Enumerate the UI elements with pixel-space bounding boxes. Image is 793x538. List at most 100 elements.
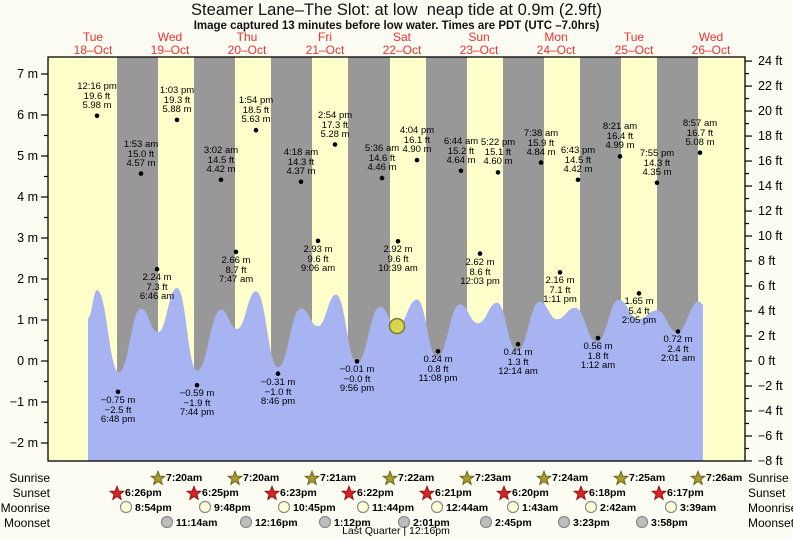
page-title: Steamer Lane–The Slot: at low neap tide … (191, 1, 602, 19)
tide-event-dot (138, 171, 144, 176)
moonset-circle-icon (479, 515, 493, 534)
row-label-moonset: Moonset (3, 516, 50, 530)
feet-tick-label: 12 ft (758, 204, 783, 218)
high-tide-label: 1:54 pm 18.5 ft 5.63 m (238, 95, 274, 126)
sunset-time: 6:21pm (435, 487, 472, 499)
moonset-circle-icon (318, 515, 332, 534)
moonrise-time: 9:48pm (214, 502, 251, 514)
feet-tick-label: 20 ft (758, 104, 783, 118)
feet-tick-label: −4 ft (758, 404, 783, 418)
sunset-star-icon (572, 484, 590, 506)
moonrise-time: 8:54pm (135, 502, 172, 514)
feet-tick-label: 18 ft (758, 129, 783, 143)
moonrise-circle-icon (506, 500, 520, 519)
sunrise-star-icon (612, 469, 630, 491)
sunrise-time: 7:23am (475, 472, 512, 484)
day-label: Tue 18–Oct (73, 30, 113, 57)
feet-tick-label: −8 ft (758, 454, 783, 468)
high-tide-label: 5:22 pm 15.1 ft 4.60 m (480, 137, 516, 168)
meters-tick-label: 0 m (17, 354, 38, 368)
tide-event-dot (354, 359, 360, 364)
sunrise-time: 7:26am (706, 472, 743, 484)
row-label-moonset: Moonset (748, 516, 793, 530)
moonset-time: 3:23pm (573, 517, 610, 529)
high-tide-label: 4:04 pm 16.1 ft 4.90 m (399, 125, 435, 156)
sunset-time: 6:23pm (280, 487, 317, 499)
low-tide-label: −0.01 m −0.0 ft 9:56 pm (339, 364, 375, 395)
sunset-star-icon (418, 484, 436, 506)
feet-tick-label: 2 ft (758, 329, 776, 343)
tide-event-dot (557, 270, 563, 275)
tide-event-dot (515, 341, 521, 347)
sunrise-time: 7:20am (243, 472, 280, 484)
moonset-circle-icon (160, 515, 174, 534)
sunset-star-icon (650, 484, 668, 506)
moonrise-time: 1:43am (522, 502, 559, 514)
high-tide-label: 8:21 am 16.4 ft 4.99 m (602, 121, 638, 152)
sunrise-time: 7:20am (166, 472, 203, 484)
low-tide-label: −0.31 m −1.0 ft 8:46 pm (260, 377, 296, 408)
high-tide-label: 7:38 am 15.9 ft 4.84 m (523, 128, 559, 159)
day-label: Sun 23–Oct (459, 30, 499, 57)
tide-event-dot (233, 249, 239, 255)
moonset-time: 3:58pm (651, 517, 688, 529)
high-tide-label: 6:43 pm 14.5 ft 4.42 m (560, 145, 596, 176)
tide-event-dot (654, 180, 660, 185)
high-tide-label: 3:02 am 14.5 ft 4.42 m (203, 145, 239, 176)
meters-tick-label: 5 m (17, 149, 38, 163)
low-tide-label: 0.56 m 1.8 ft 1:12 am (580, 341, 616, 372)
high-tide-label: 7:55 pm 14.3 ft 4.35 m (639, 148, 675, 179)
sunrise-time: 7:21am (320, 472, 357, 484)
high-tide-label: 2:54 pm 17.3 ft 5.28 m (317, 110, 353, 141)
low-tide-label: 2.92 m 9.6 ft 10:39 am (378, 244, 418, 275)
day-label: Fri 21–Oct (305, 30, 345, 57)
feet-tick-label: 24 ft (758, 54, 783, 68)
feet-tick-label: 22 ft (758, 79, 783, 93)
day-label: Thu 20–Oct (227, 30, 267, 57)
sunset-time: 6:20pm (512, 487, 549, 499)
tide-event-dot (414, 157, 420, 163)
feet-tick-label: 10 ft (758, 229, 783, 243)
low-tide-label: 2.66 m 8.7 ft 7:47 am (218, 255, 254, 286)
moonrise-circle-icon (584, 500, 598, 519)
high-tide-label: 5:36 am 14.6 ft 4.46 m (364, 143, 400, 174)
sunset-star-icon (108, 484, 126, 506)
tide-event-dot (395, 239, 401, 244)
moonset-circle-icon (635, 515, 649, 534)
moonrise-time: 3:39am (680, 502, 717, 514)
tide-event-dot (174, 117, 180, 123)
feet-tick-label: 0 ft (758, 354, 776, 368)
tide-event-dot (315, 238, 321, 244)
low-tide-label: 2.24 m 7.3 ft 6:46 am (139, 272, 175, 303)
moonset-time: 12:16pm (255, 517, 298, 529)
feet-tick-label: 4 ft (758, 304, 776, 318)
meters-tick-label: 4 m (17, 190, 38, 204)
sunrise-star-icon (303, 469, 321, 491)
row-label-moonrise: Moonrise (0, 501, 50, 515)
sunset-star-icon (340, 484, 358, 506)
tide-event-dot (275, 371, 281, 377)
low-tide-label: −0.75 m −2.5 ft 6:48 pm (100, 395, 136, 426)
feet-tick-label: 16 ft (758, 154, 783, 168)
tide-event-dot (253, 127, 259, 133)
low-tide-label: 0.24 m 0.8 ft 11:08 pm (418, 354, 458, 385)
moonset-time: 2:45pm (495, 517, 532, 529)
moonrise-time: 10:45pm (293, 502, 336, 514)
sunset-time: 6:26pm (125, 487, 162, 499)
high-tide-label: 12:16 pm 19.6 ft 5.98 m (77, 81, 117, 112)
sunset-time: 6:17pm (667, 487, 704, 499)
low-tide-label: 2.62 m 8.6 ft 12:03 pm (460, 257, 500, 288)
moonrise-circle-icon (430, 500, 444, 519)
moonset-time: 11:14am (176, 517, 218, 529)
sunrise-star-icon (689, 469, 707, 491)
tide-event-dot (435, 348, 441, 354)
moonset-time: 2:01pm (413, 517, 450, 529)
day-label: Tue 25–Oct (614, 30, 654, 57)
sunset-star-icon (495, 484, 513, 506)
tide-event-dot (675, 329, 681, 334)
chart-subtitle: Image captured 13 minutes before low wat… (193, 20, 600, 32)
feet-tick-label: −2 ft (758, 379, 783, 393)
moonrise-circle-icon (119, 500, 133, 519)
moonrise-time: 12:44am (446, 502, 489, 514)
